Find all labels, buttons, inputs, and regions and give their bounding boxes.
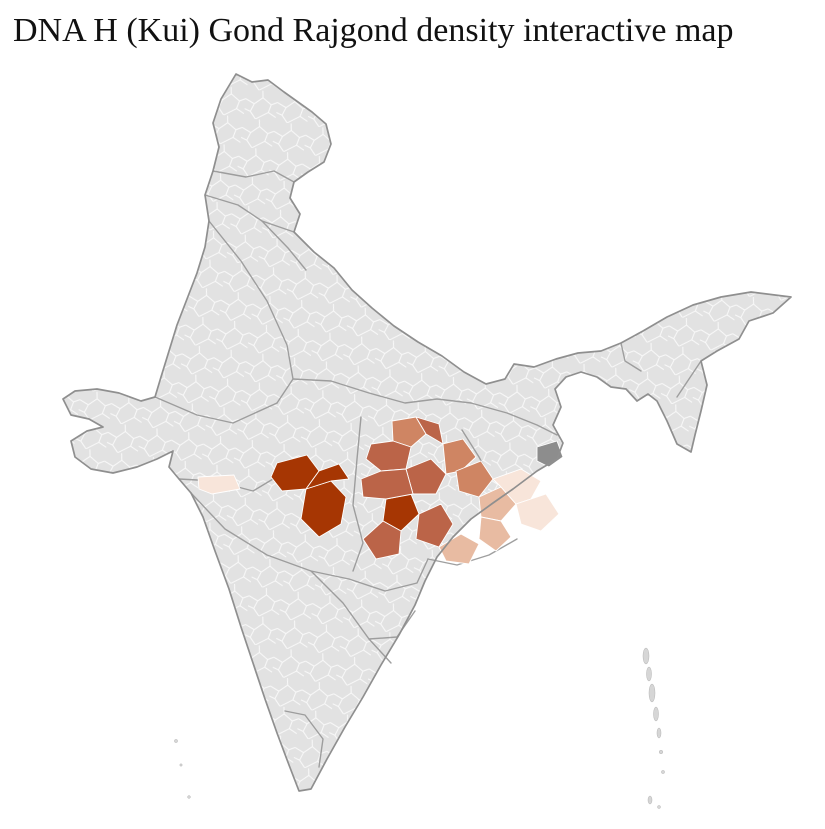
district-high[interactable] — [415, 503, 454, 548]
district-very-high[interactable] — [305, 463, 350, 490]
district-low[interactable] — [478, 516, 512, 552]
district-very-low[interactable] — [197, 474, 241, 495]
district-medium[interactable] — [442, 438, 477, 475]
district-very-low[interactable] — [515, 493, 560, 532]
district-high[interactable] — [362, 520, 402, 560]
page-title: DNA H (Kui) Gond Rajgond density interac… — [13, 12, 734, 49]
district-medium[interactable] — [391, 416, 427, 448]
district-medium[interactable] — [455, 460, 494, 498]
district-high[interactable] — [360, 468, 414, 500]
andaman-nicobar-islands[interactable] — [642, 647, 665, 809]
district-neutral-dark[interactable] — [536, 440, 564, 468]
highlighted-districts — [197, 416, 564, 565]
lakshadweep-islands[interactable] — [174, 739, 191, 799]
india-outline — [62, 73, 792, 792]
district-low[interactable] — [478, 486, 517, 522]
